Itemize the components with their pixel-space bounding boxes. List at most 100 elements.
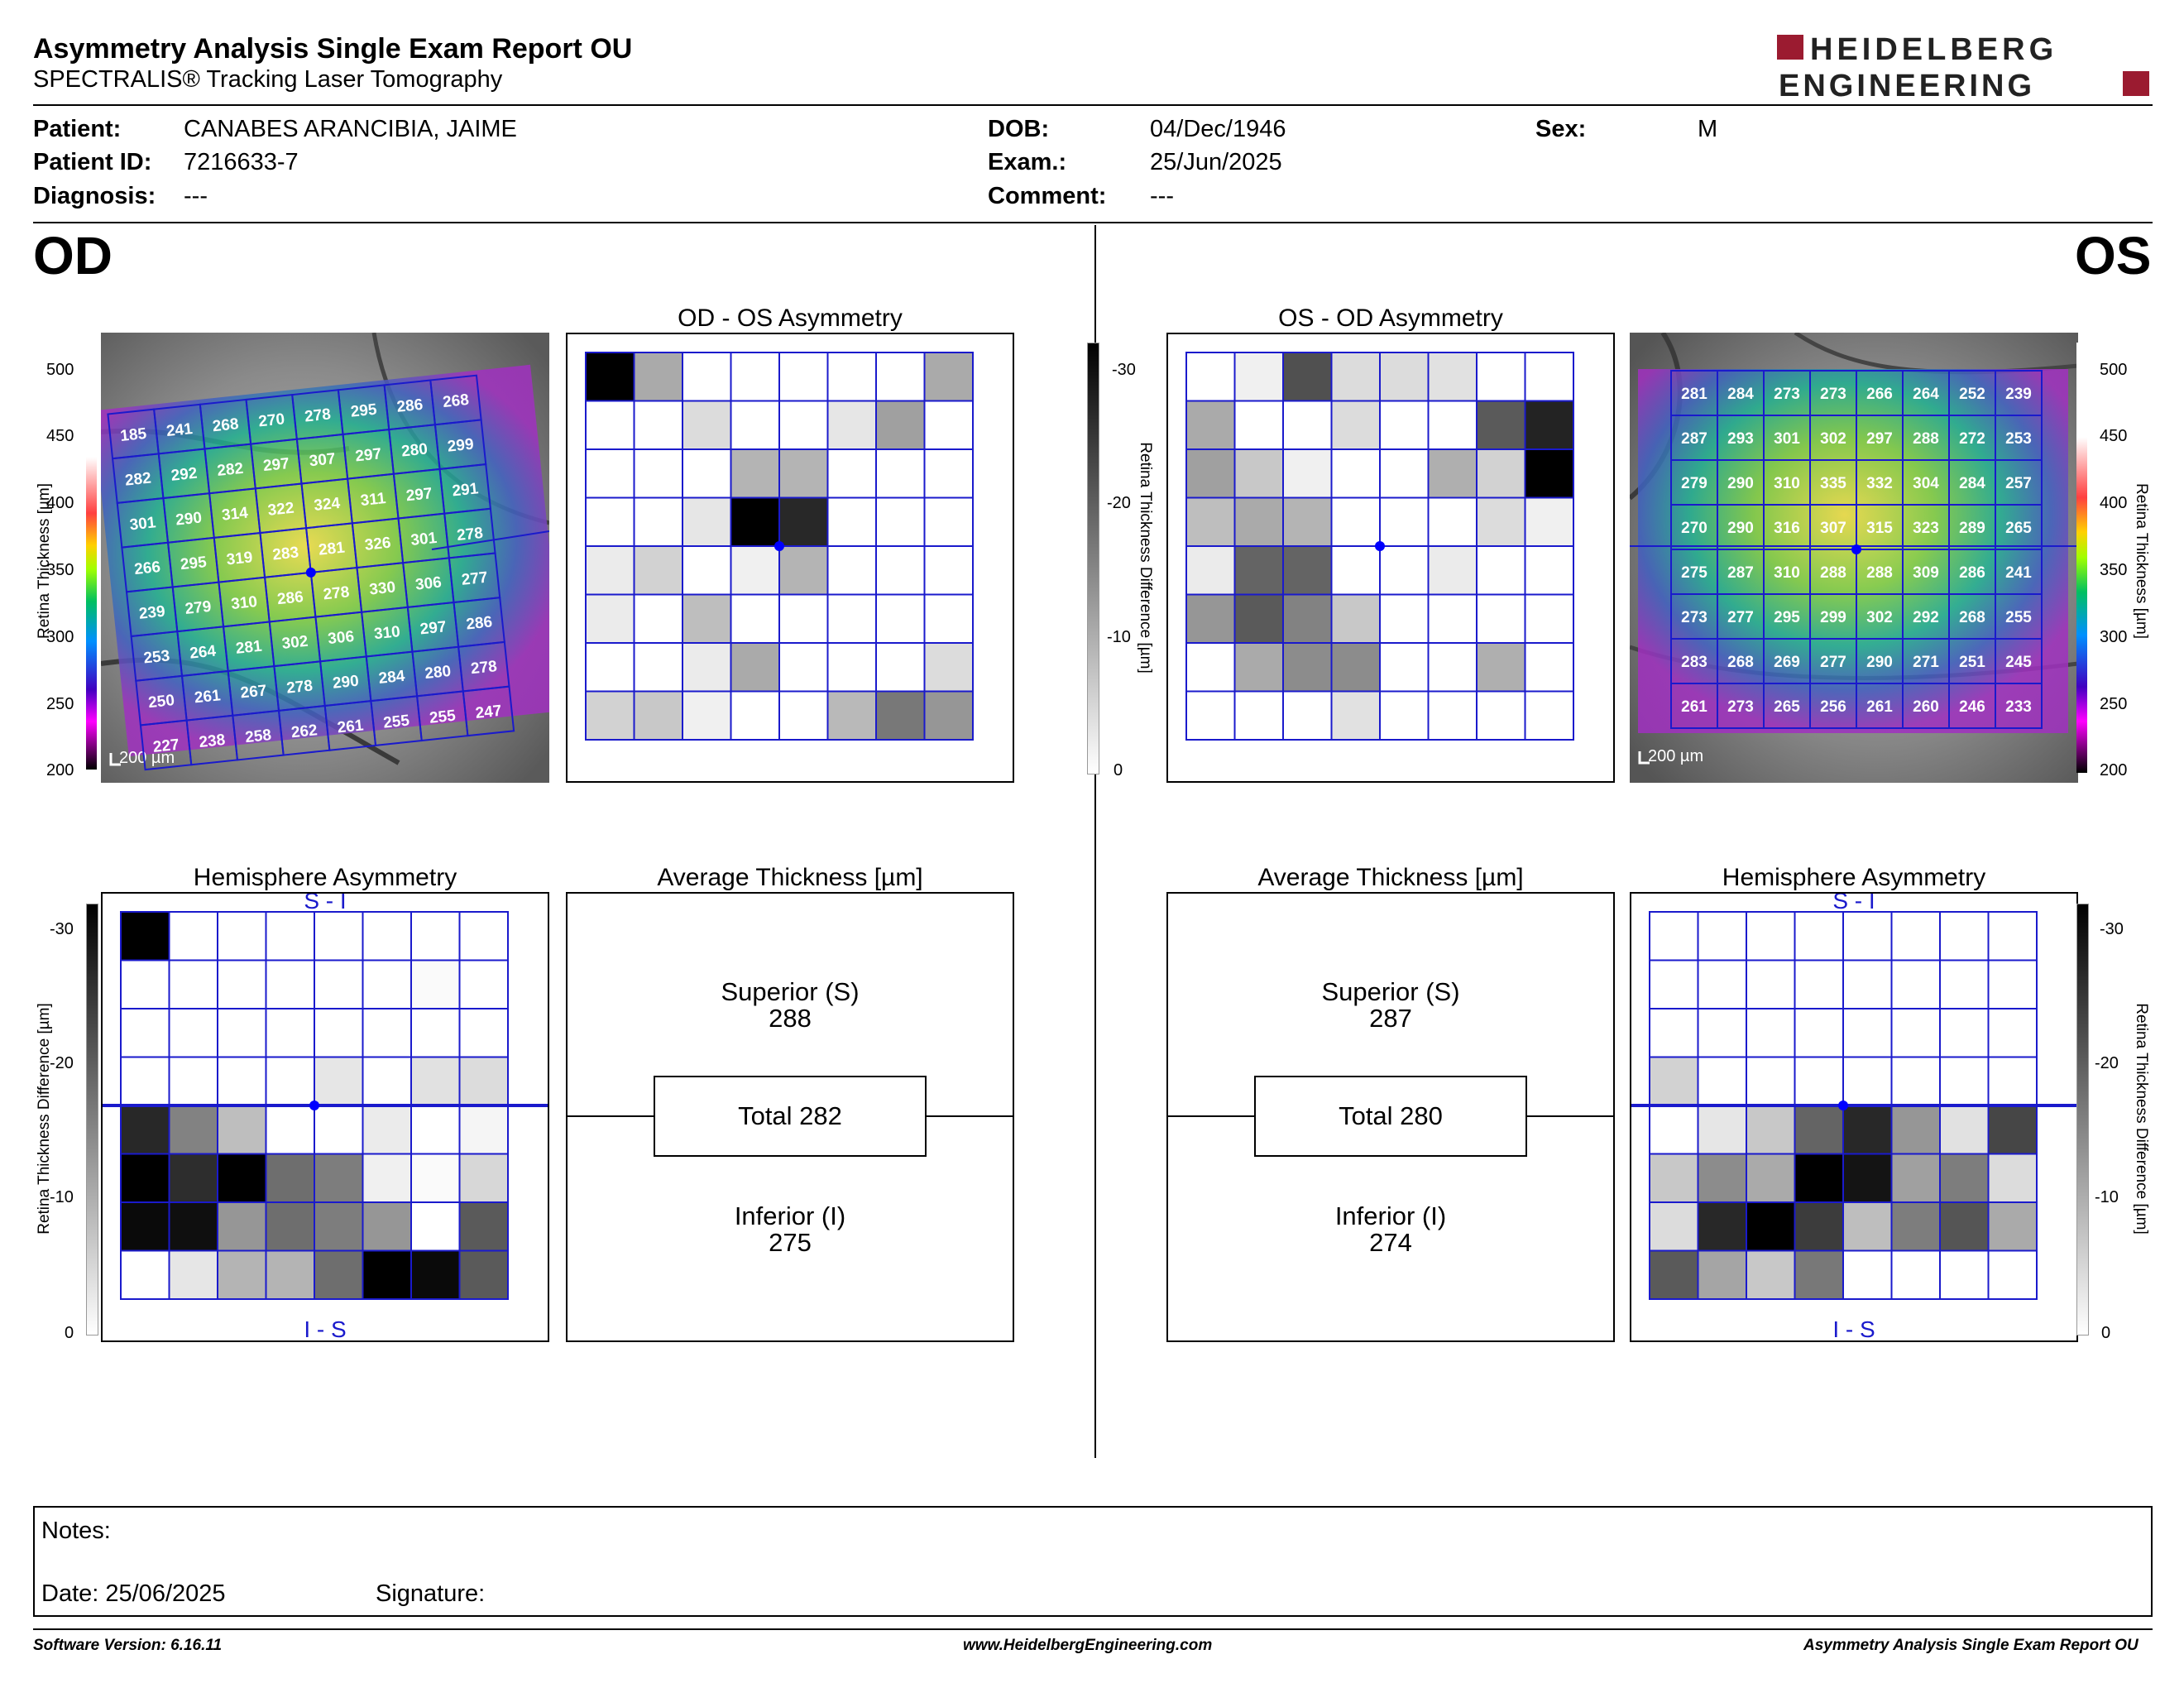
- od-thick-value-r1c0: 282: [124, 470, 152, 490]
- od-hemi-cell-r5c1: [168, 1153, 218, 1203]
- od-hemi-cell-r2c3: [265, 1008, 315, 1058]
- od-thick-value-r3c3: 283: [271, 544, 299, 563]
- svg-text:200 µm: 200 µm: [119, 749, 175, 767]
- os-asym-cell-r7c7: [1524, 690, 1574, 741]
- os-asym-cell-r6c6: [1476, 642, 1526, 693]
- od-hemi-cell-r1c2: [217, 959, 267, 1009]
- od-thick-value-r0c1: 241: [165, 420, 194, 440]
- os-asym-cell-r4c0: [1185, 545, 1236, 596]
- os-hemi-cell-r6c7: [1987, 1201, 2038, 1252]
- patient-id-label: Patient ID:: [33, 149, 152, 175]
- os-thick-value-r3c4: 315: [1866, 520, 1893, 537]
- od-hemi-cell-r0c3: [265, 911, 315, 961]
- os-hemi-cell-r2c5: [1890, 1008, 1941, 1058]
- os-asym-cell-r3c6: [1476, 496, 1526, 547]
- os-thickness-tick: 350: [2100, 561, 2128, 579]
- od-asym-cell-r5c2: [682, 593, 732, 644]
- os-asym-cell-r2c0: [1185, 448, 1236, 499]
- od-asym-cell-r0c6: [875, 352, 926, 402]
- os-hemi-cell-r4c7: [1987, 1105, 2038, 1155]
- os-thick-value-r7c7: 233: [2005, 698, 2032, 716]
- os-thick-value-r4c6: 286: [1959, 564, 1985, 582]
- os-total-box: Total 280: [1254, 1076, 1527, 1157]
- od-thick-value-r3c0: 266: [133, 559, 161, 578]
- os-thick-value-r2c5: 304: [1913, 475, 1939, 492]
- od-thick-value-r4c2: 310: [230, 593, 258, 613]
- od-thickness-map: 200 µm 185 241 268 270 278 295 286 268 282 292 282…: [101, 333, 549, 783]
- od-thick-value-r0c5: 295: [350, 401, 378, 421]
- notes-box[interactable]: Notes: Date: 25/06/2025 Signature:: [33, 1506, 2153, 1617]
- website-link[interactable]: www.HeidelbergEngineering.com: [963, 1637, 1213, 1654]
- od-hemi-cell-r2c7: [458, 1008, 509, 1058]
- od-inferior-value: 275: [769, 1228, 812, 1257]
- od-asym-cell-r1c7: [923, 400, 974, 450]
- od-asym-cell-r1c4: [778, 400, 829, 450]
- os-asym-cell-r1c0: [1185, 400, 1236, 450]
- os-hemi-cell-r2c1: [1697, 1008, 1747, 1058]
- os-hemi-scale-tick: -20: [2095, 1054, 2119, 1072]
- os-hemi-cell-r5c7: [1987, 1153, 2038, 1203]
- od-thick-value-r2c0: 301: [129, 514, 157, 534]
- os-asym-cell-r7c4: [1379, 690, 1430, 741]
- comment-value: ---: [1150, 183, 1174, 209]
- os-asym-cell-r5c5: [1427, 593, 1478, 644]
- od-asymmetry-panel: [566, 333, 1014, 783]
- od-asym-cell-r3c3: [730, 496, 780, 547]
- od-thick-value-r3c5: 326: [364, 535, 392, 554]
- os-asym-cell-r0c2: [1282, 352, 1333, 402]
- os-asym-cell-r3c5: [1427, 496, 1478, 547]
- od-thick-value-r1c7: 299: [447, 436, 475, 456]
- os-asym-cell-r5c3: [1330, 593, 1381, 644]
- os-hemi-cell-r1c3: [1794, 959, 1844, 1009]
- os-hemi-cell-r2c4: [1842, 1008, 1893, 1058]
- asymmetry-grayscale-bar: [1087, 343, 1099, 774]
- os-hemi-cell-r1c7: [1987, 959, 2038, 1009]
- od-hemi-cell-r2c2: [217, 1008, 267, 1058]
- os-hemi-scale-tick: -10: [2095, 1188, 2119, 1206]
- od-thickness-colorbar: [86, 369, 97, 770]
- asymmetry-scale-tick: -10: [1107, 628, 1131, 646]
- od-hemi-cell-r7c0: [120, 1249, 170, 1300]
- od-hemi-cell-r2c6: [410, 1008, 461, 1058]
- od-hemi-cell-r0c6: [410, 911, 461, 961]
- od-asym-cell-r7c4: [778, 690, 829, 741]
- od-thick-value-r0c0: 185: [119, 425, 147, 445]
- os-asym-cell-r6c7: [1524, 642, 1574, 693]
- od-hemi-cell-r0c2: [217, 911, 267, 961]
- od-thick-value-r6c7: 278: [470, 658, 498, 678]
- os-hemi-top-label: S - I: [1832, 894, 1875, 914]
- os-inferior-value: 274: [1369, 1228, 1412, 1257]
- os-asym-cell-r5c1: [1233, 593, 1284, 644]
- os-hemi-cell-r2c3: [1794, 1008, 1844, 1058]
- od-thickness-tick: 250: [46, 695, 74, 713]
- os-hemi-fovea-dot: [1838, 1101, 1848, 1110]
- os-hemi-cell-r1c6: [1939, 959, 1990, 1009]
- os-thick-value-r3c1: 290: [1727, 520, 1754, 537]
- od-thickness-tick: 500: [46, 361, 74, 379]
- od-asym-cell-r4c2: [682, 545, 732, 596]
- od-hemi-cell-r7c7: [458, 1249, 509, 1300]
- os-hemi-cell-r6c2: [1746, 1201, 1796, 1252]
- os-hemi-cell-r7c0: [1649, 1249, 1699, 1300]
- os-hemi-cell-r6c3: [1794, 1201, 1844, 1252]
- os-hemi-cell-r7c3: [1794, 1249, 1844, 1300]
- od-hemi-cell-r4c7: [458, 1105, 509, 1155]
- od-thick-value-r1c2: 282: [216, 460, 244, 480]
- od-thick-value-r3c1: 295: [180, 554, 208, 573]
- od-thick-value-r3c6: 301: [410, 530, 438, 549]
- od-hemi-cell-r7c5: [362, 1249, 412, 1300]
- od-hemi-cell-r6c3: [265, 1201, 315, 1252]
- os-asym-cell-r6c5: [1427, 642, 1478, 693]
- od-asym-cell-r0c5: [826, 352, 877, 402]
- od-thick-value-r7c6: 255: [429, 707, 457, 727]
- od-hemi-cell-r4c3: [265, 1105, 315, 1155]
- od-total-box: Total 282: [654, 1076, 927, 1157]
- os-asym-cell-r3c4: [1379, 496, 1430, 547]
- os-thick-value-r1c1: 293: [1727, 430, 1754, 448]
- os-hemi-cell-r4c3: [1794, 1105, 1844, 1155]
- od-hemi-cell-r0c0: [120, 911, 170, 961]
- os-thick-value-r7c3: 256: [1820, 698, 1846, 716]
- od-asym-cell-r7c7: [923, 690, 974, 741]
- os-hemi-cell-r1c1: [1697, 959, 1747, 1009]
- os-asym-cell-r5c2: [1282, 593, 1333, 644]
